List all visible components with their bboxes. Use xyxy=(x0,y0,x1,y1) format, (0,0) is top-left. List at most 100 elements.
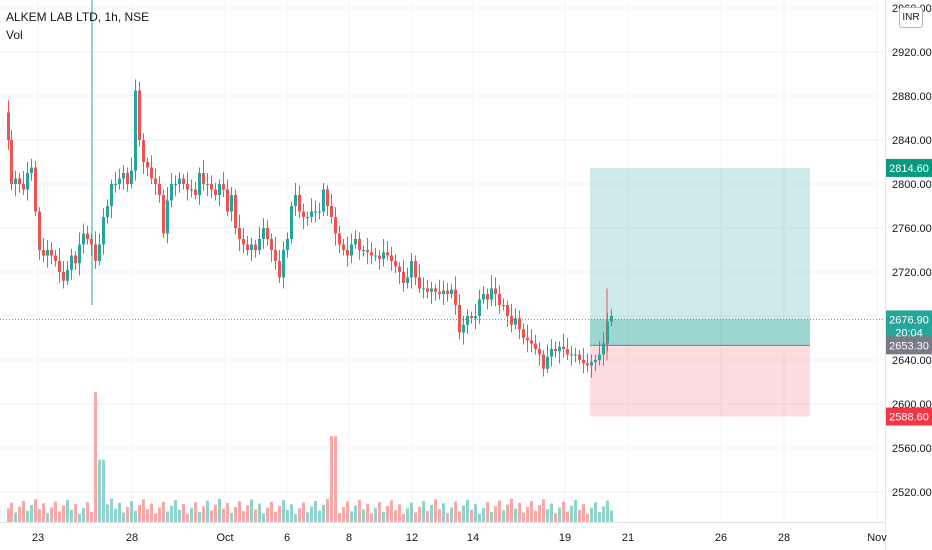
volume-bar xyxy=(326,499,329,522)
candle-body xyxy=(266,228,269,239)
price-label-box xyxy=(886,336,932,355)
candle-body xyxy=(102,217,105,245)
volume-bar xyxy=(226,502,229,522)
volume-bar xyxy=(134,510,137,522)
price-tick-label: 2800.00 xyxy=(892,179,932,191)
candle-body xyxy=(514,318,517,325)
volume-bar xyxy=(386,506,389,522)
candle-body xyxy=(126,173,129,184)
volume-bar xyxy=(62,505,65,522)
currency-button[interactable]: INR xyxy=(899,7,923,28)
volume-bar xyxy=(334,436,337,522)
candle-body xyxy=(34,167,37,212)
volume-bar xyxy=(174,500,177,522)
volume-bar xyxy=(498,500,501,522)
candle-body xyxy=(242,239,245,245)
candle-body xyxy=(290,206,293,239)
candle-body xyxy=(554,349,557,352)
volume-bar xyxy=(510,498,513,522)
volume-bar xyxy=(414,512,417,522)
volume-bar xyxy=(610,510,613,522)
candle-body xyxy=(362,250,365,251)
candle-body xyxy=(566,349,569,355)
volume-bar xyxy=(46,513,49,522)
volume-bar xyxy=(54,501,57,522)
volume-bar xyxy=(110,498,113,522)
volume-bar xyxy=(202,506,205,522)
volume-bar xyxy=(490,512,493,522)
volume-bar xyxy=(258,503,261,522)
candle-body xyxy=(398,266,401,272)
candle-body xyxy=(358,239,361,250)
candle-body xyxy=(610,316,613,322)
candle-body xyxy=(450,289,453,294)
target-zone xyxy=(590,167,810,346)
volume-bar xyxy=(102,459,105,522)
volume-bar xyxy=(546,509,549,522)
candle-body xyxy=(542,354,545,369)
candle-body xyxy=(370,252,373,256)
volume-bar xyxy=(106,504,109,522)
volume-bar xyxy=(170,505,173,522)
volume-bar xyxy=(586,513,589,522)
volume-bar xyxy=(558,507,561,522)
candle-body xyxy=(42,250,45,256)
candle-body xyxy=(258,239,261,250)
candle-body xyxy=(262,228,265,239)
volume-bar xyxy=(502,510,505,522)
volume-bar xyxy=(274,511,277,522)
volume-bar xyxy=(238,501,241,522)
volume-bar xyxy=(74,503,77,522)
price-tick-label: 2760.00 xyxy=(892,223,932,235)
volume-bar xyxy=(34,499,37,522)
volume-bar xyxy=(442,503,445,522)
volume-bar xyxy=(218,498,221,522)
candle-body xyxy=(306,217,309,218)
volume-bar xyxy=(398,504,401,522)
candle-body xyxy=(70,255,73,270)
candle-body xyxy=(390,255,393,261)
volume-bar xyxy=(554,513,557,522)
candle-body xyxy=(30,167,33,173)
volume-bar xyxy=(42,503,45,522)
candle-body xyxy=(286,239,289,250)
candle-body xyxy=(130,170,133,184)
volume-bar xyxy=(330,436,333,522)
volume-bar xyxy=(430,504,433,522)
candle-body xyxy=(318,211,321,213)
price-tick-label: 2640.00 xyxy=(892,355,932,367)
candle-body xyxy=(474,316,477,319)
candle-body xyxy=(470,316,473,319)
time-tick-label: 28 xyxy=(126,532,138,544)
volume-bar xyxy=(150,503,153,522)
volume-bar xyxy=(362,509,365,522)
time-tick-label: 28 xyxy=(778,532,790,544)
volume-bar xyxy=(58,511,61,522)
volume-bar xyxy=(314,500,317,522)
volume-bar xyxy=(98,459,101,522)
candle-body xyxy=(274,250,277,261)
candle-body xyxy=(250,244,253,250)
time-tick-label: 6 xyxy=(284,532,290,544)
candle-body xyxy=(458,305,461,333)
volume-bar xyxy=(302,502,305,522)
volume-bar xyxy=(582,504,585,522)
volume-indicator-label[interactable]: Vol xyxy=(6,28,23,42)
candle-body xyxy=(342,244,345,250)
candle-body xyxy=(330,206,333,217)
volume-bar xyxy=(450,507,453,522)
candle-body xyxy=(98,244,101,261)
candle-body xyxy=(454,289,457,305)
volume-bar xyxy=(70,509,73,522)
candle-body xyxy=(602,343,605,355)
volume-bar xyxy=(242,511,245,522)
volume-bar xyxy=(378,502,381,522)
volume-bar xyxy=(206,500,209,522)
price-label-text: 2676.90 xyxy=(889,314,929,326)
volume-bar xyxy=(574,500,577,522)
candle-body xyxy=(78,244,81,264)
candle-body xyxy=(350,244,353,256)
volume-bar xyxy=(350,511,353,522)
price-tick-label: 2520.00 xyxy=(892,487,932,499)
